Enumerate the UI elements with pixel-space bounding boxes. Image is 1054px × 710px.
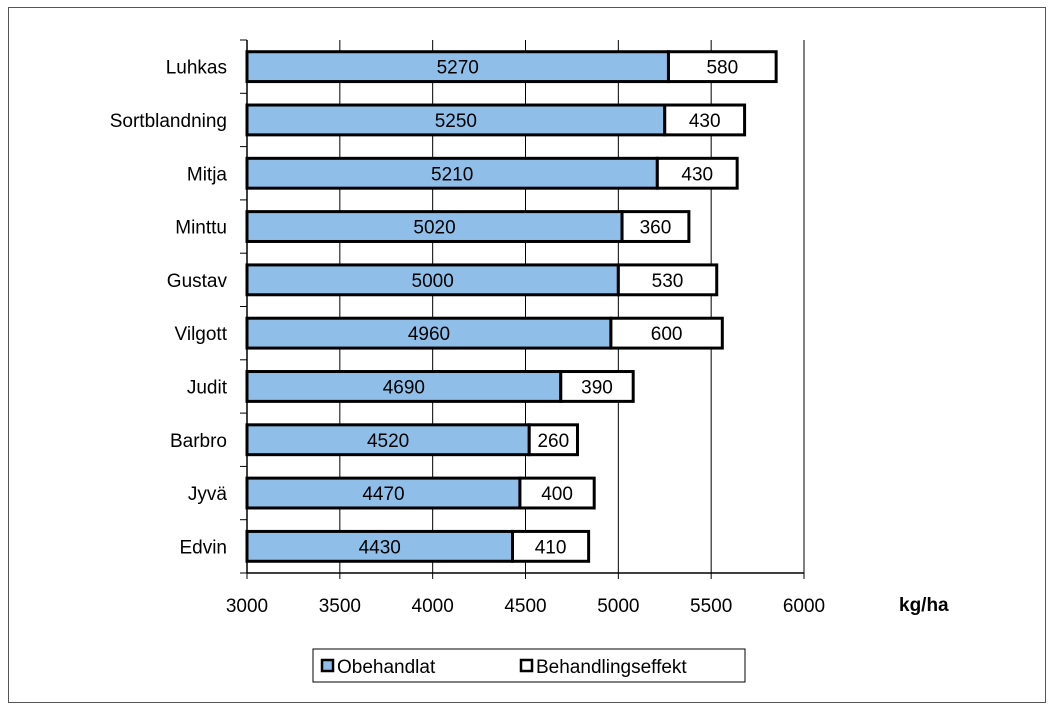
bar-obehandlat [245,263,620,297]
data-label-obehandlat: 5210 [431,164,473,185]
data-label-behandlingseffekt: 390 [581,377,613,398]
data-label-obehandlat: 4960 [408,324,450,345]
x-tick-label: 6000 [783,596,825,617]
data-label-behandlingseffekt: 600 [651,324,683,345]
legend-item-behandlingseffekt-label: Behandlingseffekt [536,657,687,678]
bar-behandlingseffekt [616,263,719,297]
category-label: Sortblandning [110,111,227,132]
data-label-obehandlat: 5020 [413,218,455,239]
category-label: Edvin [179,537,227,558]
legend-item-obehandlat-swatch [320,658,335,673]
bar-behandlingseffekt [511,529,591,563]
x-tick-label: 5500 [690,596,732,617]
bar-behandlingseffekt [518,476,596,510]
data-label-behandlingseffekt: 580 [706,58,738,79]
data-label-behandlingseffekt: 410 [535,537,567,558]
data-label-obehandlat: 4430 [359,537,401,558]
data-label-obehandlat: 5250 [435,111,477,132]
category-label: Jyvä [188,484,228,505]
data-label-behandlingseffekt: 360 [640,218,672,239]
labels: 3000 3500 4000 4500 5000 5500 6000 5270 580 Luhka… [110,58,825,617]
x-tick-label: 5000 [597,596,639,617]
category-label: Gustav [167,271,228,292]
bar-behandlingseffekt [609,316,724,350]
bar-behandlingseffekt [620,210,691,243]
legend-item-obehandlat-label: Obehandlat [337,657,436,678]
data-label-behandlingseffekt: 400 [541,484,573,505]
data-label-obehandlat: 4690 [383,377,425,398]
category-label: Luhkas [166,58,227,79]
data-label-obehandlat: 5000 [412,271,454,292]
data-label-behandlingseffekt: 430 [689,111,721,132]
x-tick-label: 3500 [319,596,361,617]
bar-behandlingseffekt [559,370,635,403]
x-tick-label: 3000 [226,596,268,617]
bar-behandlingseffekt [655,156,739,190]
x-tick-label: 4500 [504,596,546,617]
bar-obehandlat [245,210,624,243]
axes [240,39,805,579]
legend-item-behandlingseffekt-swatch [519,658,534,673]
data-label-behandlingseffekt: 530 [652,271,684,292]
legend: Obehandlat Behandlingseffekt [312,648,746,683]
x-tick-label: 4000 [412,596,454,617]
bar-behandlingseffekt [663,103,747,137]
bar-behandlingseffekt [527,423,579,457]
bar-obehandlat [245,156,659,190]
bar-obehandlat [245,103,667,137]
category-label: Barbro [170,431,227,452]
category-label: Judit [187,377,228,398]
x-axis-unit-label: kg/ha [899,595,949,616]
category-label: Mitja [187,164,228,185]
bar-behandlingseffekt [666,50,778,84]
category-label: Minttu [175,218,227,239]
bars [245,50,778,563]
category-label: Vilgott [175,324,228,345]
data-label-obehandlat: 4470 [362,484,404,505]
data-label-obehandlat: 5270 [437,58,479,79]
data-label-behandlingseffekt: 260 [537,431,569,452]
data-label-obehandlat: 4520 [367,431,409,452]
bar-obehandlat [245,476,522,510]
data-label-behandlingseffekt: 430 [681,164,713,185]
